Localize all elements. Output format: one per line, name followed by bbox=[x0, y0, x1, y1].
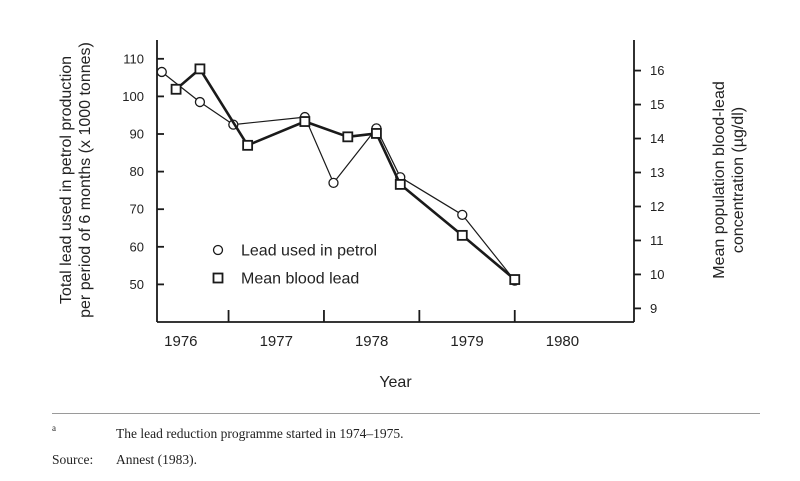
petrol-lead-point bbox=[156, 66, 167, 78]
footnote-source: Source: Annest (1983). bbox=[52, 452, 197, 468]
axes: 50 60 70 80 90 100 110 9 10 11 12 13 14 15 16 1976 1977 1… bbox=[58, 40, 747, 391]
y-tick-label-left: 60 bbox=[130, 239, 144, 254]
y-tick-label-right: 12 bbox=[650, 199, 664, 214]
y-axis-title-left: Total lead used in petrol production per … bbox=[58, 42, 94, 318]
legend: Lead used in petrol Mean blood lead bbox=[212, 243, 377, 288]
x-tick-label: 1977 bbox=[260, 333, 293, 350]
series-layer bbox=[156, 63, 521, 286]
y-axis-title-right-line: concentration (µg/dl) bbox=[730, 107, 747, 253]
chart: 50 60 70 80 90 100 110 9 10 11 12 13 14 15 16 1976 1977 1… bbox=[58, 40, 747, 391]
blood-lead-point bbox=[194, 63, 206, 75]
blood-lead-point bbox=[456, 229, 468, 241]
x-tick-label: 1980 bbox=[546, 333, 579, 350]
y-tick-label-left: 90 bbox=[130, 127, 144, 142]
y-tick-label-right: 13 bbox=[650, 165, 664, 180]
y-axis-title-left-line: per period of 6 months (x 1000 tonnes) bbox=[77, 42, 94, 318]
blood-lead-point bbox=[394, 178, 406, 190]
y-tick-label-left: 50 bbox=[130, 277, 144, 292]
legend-marker-blood bbox=[212, 272, 224, 284]
y-tick-label-right: 10 bbox=[650, 267, 664, 282]
blood-lead-point bbox=[242, 139, 254, 151]
blood-lead-point bbox=[342, 131, 354, 143]
blood-lead-point bbox=[170, 83, 182, 95]
petrol-lead-point bbox=[328, 177, 339, 189]
legend-marker-petrol bbox=[212, 244, 224, 256]
petrol-lead-point bbox=[194, 96, 206, 108]
legend-label-petrol: Lead used in petrol bbox=[241, 243, 377, 260]
petrol-lead-point bbox=[457, 209, 468, 220]
y-tick-label-right: 14 bbox=[650, 131, 664, 146]
x-axis-title: Year bbox=[379, 374, 412, 391]
blood-lead-point bbox=[509, 274, 521, 285]
y-axis-title-right: Mean population blood-lead concentration … bbox=[711, 81, 747, 278]
y-tick-label-right: 15 bbox=[650, 97, 664, 112]
footnote-a-key: a bbox=[52, 423, 56, 433]
y-tick-label-left: 70 bbox=[130, 202, 144, 217]
y-tick-label-left: 100 bbox=[122, 89, 144, 104]
x-tick-label: 1979 bbox=[450, 333, 483, 350]
footnote-source-key: Source: bbox=[52, 452, 94, 467]
y-tick-label-left: 80 bbox=[130, 164, 144, 179]
y-tick-label-left: 110 bbox=[123, 51, 144, 66]
footnote-a: a The lead reduction programme started in… bbox=[52, 423, 404, 442]
y-axis-title-right-line: Mean population blood-lead bbox=[711, 81, 728, 278]
y-tick-label-right: 11 bbox=[650, 233, 664, 248]
footnote-divider bbox=[52, 413, 760, 414]
x-tick-label: 1978 bbox=[355, 333, 388, 350]
legend-label-blood: Mean blood lead bbox=[241, 271, 359, 288]
y-axis-title-left-line: Total lead used in petrol production bbox=[58, 56, 75, 304]
y-tick-label-right: 16 bbox=[650, 63, 664, 78]
blood-lead-point bbox=[299, 116, 311, 127]
x-tick-label: 1976 bbox=[164, 333, 197, 350]
footnote-source-text: Annest (1983). bbox=[116, 452, 197, 467]
blood-lead-point bbox=[371, 128, 382, 139]
y-tick-label-right: 9 bbox=[650, 301, 657, 316]
footnote-a-text: The lead reduction programme started in … bbox=[116, 426, 404, 441]
